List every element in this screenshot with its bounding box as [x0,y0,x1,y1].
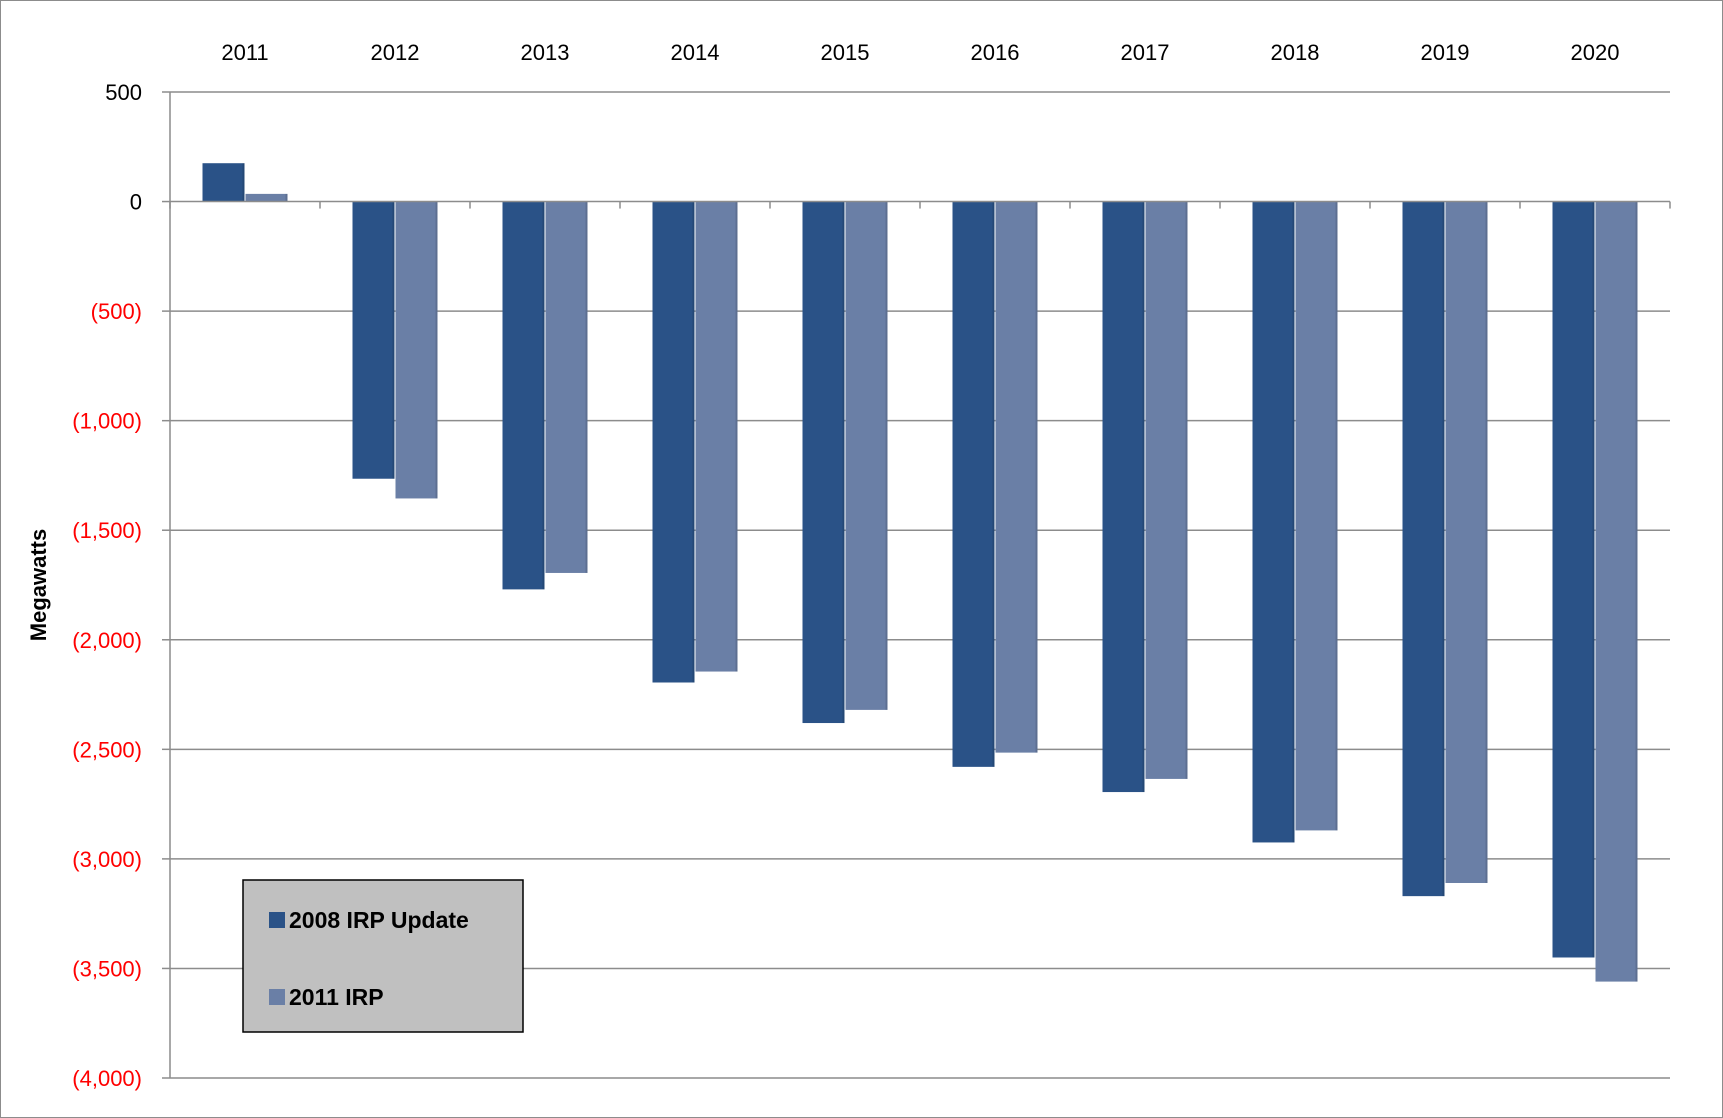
bar-shade [992,201,995,767]
x-tick-label: 2019 [1421,40,1470,65]
y-tick-label: 0 [130,190,142,215]
bar-shade [1142,201,1145,793]
legend-swatch-2008-irp-update [269,912,285,928]
bars [202,163,1638,982]
legend-label-2008-irp-update: 2008 IRP Update [289,907,469,933]
y-tick-label: (4,000) [72,1066,142,1091]
bar-2008-irp-update-2016 [952,201,995,767]
bar-2011-irp-2014 [695,201,738,672]
bar-shade [1335,201,1338,831]
bar-shade [1485,201,1488,883]
bar-2008-irp-update-2012 [352,201,395,479]
bar-2008-irp-update-2017 [1102,201,1145,793]
bar-shade [1292,201,1295,843]
bar-2011-irp-2016 [995,201,1038,753]
legend-box [242,879,524,1033]
bar-2008-irp-update-2020 [1552,201,1595,958]
bar-shade [735,201,738,672]
bar-shade [435,201,438,499]
bar-shade [1185,201,1188,779]
bar-shade [692,201,695,683]
x-tick-label: 2016 [971,40,1020,65]
bar-shade [242,163,245,202]
bar-2008-irp-update-2011 [202,163,245,202]
x-tick-label: 2020 [1571,40,1620,65]
y-tick-label: (3,500) [72,956,142,981]
bar-shade [885,201,888,710]
x-tick-label: 2014 [671,40,720,65]
bar-2008-irp-update-2018 [1252,201,1295,843]
bar-shade [1442,201,1445,897]
bar-shade [1635,201,1638,982]
x-tick-label: 2015 [821,40,870,65]
x-tick-label: 2011 [221,40,268,65]
bar-shade [542,201,545,590]
y-tick-labels: 500 0 (500) (1,000) (1,500) (2,000) (2,500) (3,… [72,80,142,1091]
x-tick-label: 2012 [371,40,420,65]
bar-2011-irp-2018 [1295,201,1338,831]
y-tick-label: (2,500) [72,737,142,762]
x-tick-labels: 2011 2012 2013 2014 2015 2016 2017 2018 2019 2020 [221,40,1619,65]
y-tick-label: (1,500) [72,518,142,543]
bar-2011-irp-2013 [545,201,588,573]
legend-swatch-2011-irp [269,989,285,1005]
bar-shade [392,201,395,479]
legend-label-2011-irp: 2011 IRP [289,984,384,1010]
bar-2011-irp-2020 [1595,201,1638,982]
bar-shade [1592,201,1595,958]
y-axis-title: Megawatts [26,529,51,641]
axes [162,91,1671,1079]
bar-2008-irp-update-2019 [1402,201,1445,897]
bar-2011-irp-2015 [845,201,888,710]
y-tick-label: 500 [105,80,142,105]
bar-2008-irp-update-2014 [652,201,695,683]
bar-shade [285,193,288,202]
y-tick-label: (3,000) [72,847,142,872]
bar-2008-irp-update-2013 [502,201,545,590]
x-tick-label: 2013 [521,40,570,65]
bar-2011-irp-2011 [245,193,288,202]
bar-shade [842,201,845,724]
x-tick-label: 2017 [1121,40,1170,65]
y-tick-label: (1,000) [72,409,142,434]
y-tick-label: (500) [91,299,142,324]
bar-shade [1035,201,1038,753]
bar-2011-irp-2019 [1445,201,1488,883]
bar-2011-irp-2017 [1145,201,1188,779]
x-tick-label: 2018 [1271,40,1320,65]
bar-2008-irp-update-2015 [802,201,845,724]
legend: 2008 IRP Update 2011 IRP [242,879,524,1033]
y-tick-label: (2,000) [72,628,142,653]
bar-shade [585,201,588,573]
bar-2011-irp-2012 [395,201,438,499]
